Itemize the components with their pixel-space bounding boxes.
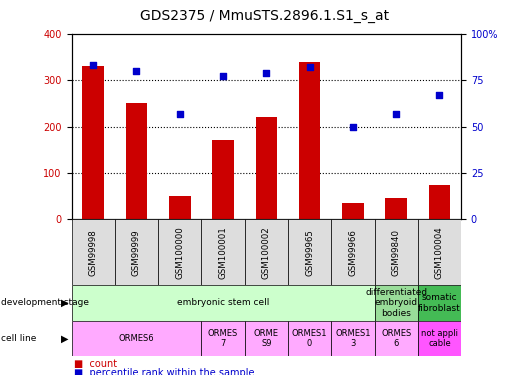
Text: GSM99999: GSM99999	[132, 229, 141, 276]
Bar	[331, 219, 375, 285]
Text: ORMES
6: ORMES 6	[381, 329, 411, 348]
Bar	[299, 62, 321, 219]
Bar	[375, 219, 418, 285]
Bar	[385, 198, 407, 219]
Bar	[245, 219, 288, 285]
Text: GSM99965: GSM99965	[305, 229, 314, 276]
Text: somatic
fibroblast: somatic fibroblast	[418, 293, 461, 312]
Bar	[375, 285, 418, 321]
Point	[132, 68, 141, 74]
Text: embryonic stem cell: embryonic stem cell	[177, 298, 269, 307]
Point	[89, 62, 98, 68]
Bar	[245, 321, 288, 356]
Point	[392, 111, 401, 117]
Text: cell line: cell line	[1, 334, 36, 343]
Text: ■  percentile rank within the sample: ■ percentile rank within the sample	[74, 368, 255, 375]
Text: ORMES
7: ORMES 7	[208, 329, 238, 348]
Bar	[158, 219, 201, 285]
Text: ▶: ▶	[61, 333, 69, 344]
Text: ORMES1
0: ORMES1 0	[292, 329, 328, 348]
Text: ORME
S9: ORME S9	[254, 329, 279, 348]
Text: GSM99998: GSM99998	[89, 229, 98, 276]
Bar	[201, 219, 245, 285]
Bar	[288, 219, 331, 285]
Text: GDS2375 / MmuSTS.2896.1.S1_s_at: GDS2375 / MmuSTS.2896.1.S1_s_at	[140, 9, 390, 23]
Point	[349, 124, 357, 130]
Text: ORMES6: ORMES6	[119, 334, 154, 343]
Bar	[255, 117, 277, 219]
Bar	[418, 285, 461, 321]
Point	[219, 74, 227, 80]
Bar	[342, 203, 364, 219]
Text: ORMES1
3: ORMES1 3	[335, 329, 370, 348]
Bar	[201, 321, 245, 356]
Text: GSM100002: GSM100002	[262, 226, 271, 279]
Bar	[115, 219, 158, 285]
Bar	[375, 321, 418, 356]
Text: not appli
cable: not appli cable	[421, 329, 458, 348]
Bar	[126, 104, 147, 219]
Bar	[429, 184, 450, 219]
Bar	[82, 66, 104, 219]
Text: ▶: ▶	[61, 298, 69, 308]
Text: GSM100004: GSM100004	[435, 226, 444, 279]
Bar	[72, 285, 375, 321]
Point	[262, 70, 270, 76]
Bar	[72, 321, 201, 356]
Bar	[212, 141, 234, 219]
Text: GSM100001: GSM100001	[218, 226, 227, 279]
Text: development stage: development stage	[1, 298, 89, 307]
Bar	[331, 321, 375, 356]
Text: ■  count: ■ count	[74, 359, 117, 369]
Text: GSM99840: GSM99840	[392, 229, 401, 276]
Text: GSM99966: GSM99966	[348, 229, 357, 276]
Text: GSM100000: GSM100000	[175, 226, 184, 279]
Point	[435, 92, 444, 98]
Bar	[288, 321, 331, 356]
Bar	[169, 196, 191, 219]
Bar	[72, 219, 115, 285]
Text: differentiated
embryoid
bodies: differentiated embryoid bodies	[365, 288, 427, 318]
Bar	[418, 219, 461, 285]
Bar	[418, 321, 461, 356]
Point	[305, 64, 314, 70]
Point	[175, 111, 184, 117]
